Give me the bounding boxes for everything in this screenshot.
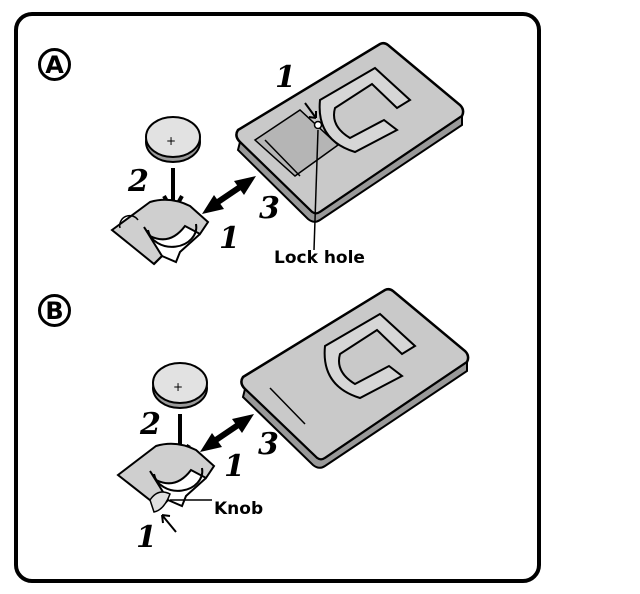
lock-hole-leader-a bbox=[313, 129, 319, 251]
battery-b: + bbox=[152, 362, 208, 409]
slide-double-arrow-a bbox=[202, 176, 256, 214]
knob-label: Knob bbox=[214, 499, 264, 519]
knob-arrow-b bbox=[161, 514, 177, 533]
panel-b-badge: B bbox=[38, 294, 71, 327]
battery-a: + bbox=[145, 116, 201, 163]
remote-control-b bbox=[240, 287, 470, 469]
battery-mark-b: + bbox=[173, 380, 183, 394]
battery-mark-a: + bbox=[166, 134, 176, 148]
knob-b bbox=[149, 491, 171, 513]
step-2-insert-b: 2 bbox=[140, 407, 161, 442]
step-3-slide-a: 3 bbox=[259, 191, 280, 226]
step-2-insert-a: 2 bbox=[128, 164, 149, 199]
battery-holder-a bbox=[110, 198, 210, 266]
step-1-pull-a: 1 bbox=[219, 221, 240, 256]
step-1-pull-b: 1 bbox=[224, 449, 245, 484]
step-3-slide-b: 3 bbox=[258, 427, 279, 462]
panel-a-badge: A bbox=[38, 48, 71, 81]
lock-hole-label: Lock hole bbox=[274, 248, 365, 268]
step-1-release-a: 1 bbox=[275, 60, 296, 95]
step-1-knob-b: 1 bbox=[136, 520, 157, 555]
battery-holder-b bbox=[116, 442, 216, 513]
lock-hole-a bbox=[313, 120, 323, 130]
slide-double-arrow-b bbox=[200, 414, 254, 452]
lock-hole-arrow-a bbox=[304, 102, 317, 119]
